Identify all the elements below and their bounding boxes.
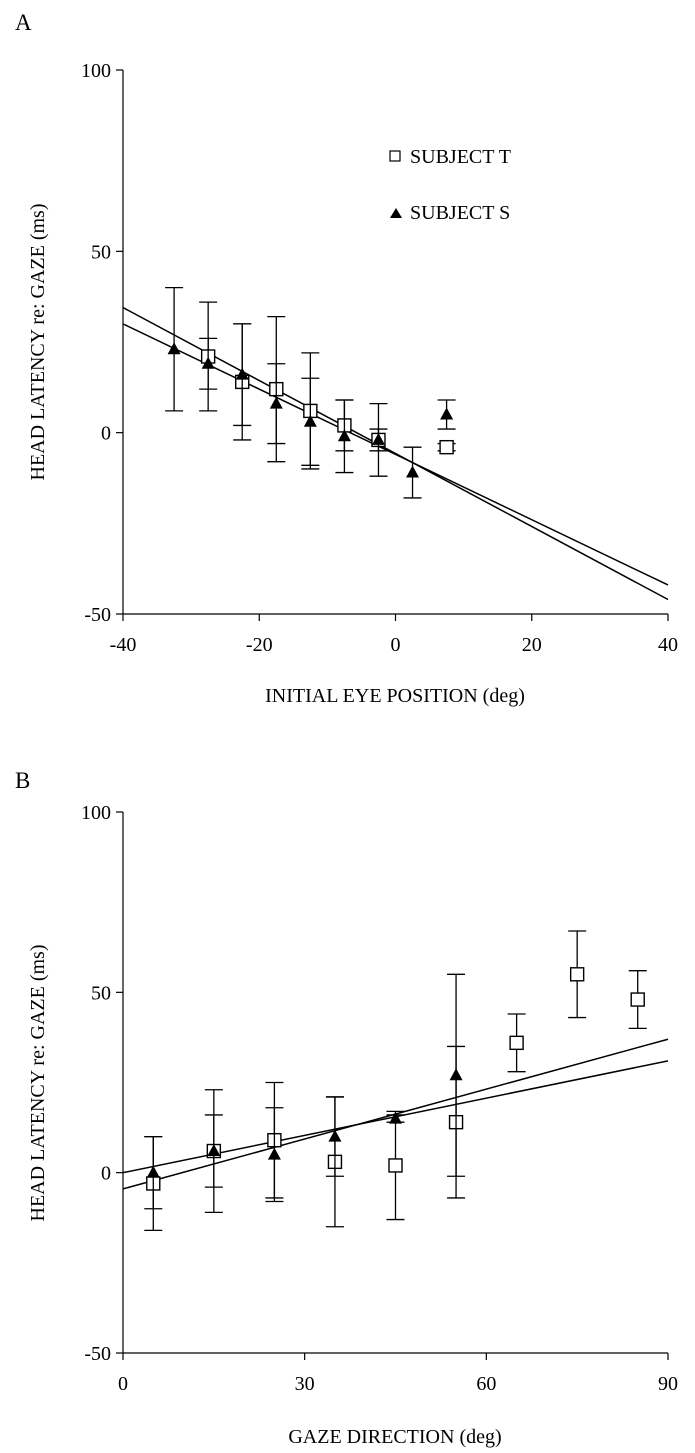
x-tick-label: 40	[658, 634, 678, 656]
legend-label-subject-t: SUBJECT T	[410, 146, 511, 168]
y-tick-label: 50	[91, 241, 111, 263]
data-point-subject-t	[509, 1035, 524, 1051]
panel-label: A	[15, 10, 32, 35]
x-tick-label: 30	[295, 1373, 315, 1395]
data-point-subject-s	[167, 342, 181, 355]
x-tick-label: 0	[118, 1373, 128, 1395]
y-tick-label: 0	[101, 1163, 111, 1185]
data-point-subject-t	[439, 439, 454, 455]
data-point-subject-s	[449, 1068, 463, 1081]
data-point-subject-s	[440, 407, 454, 420]
data-point-subject-s	[235, 367, 249, 380]
x-tick-label: 60	[476, 1373, 496, 1395]
legend-marker-subject-s	[390, 208, 402, 218]
data-point-subject-s	[146, 1165, 160, 1178]
legend-label-subject-s: SUBJECT S	[410, 202, 510, 224]
y-tick-label: 50	[91, 982, 111, 1004]
y-tick-label: 100	[81, 802, 111, 824]
data-point-subject-s	[207, 1144, 221, 1157]
x-axis-label: GAZE DIRECTION (deg)	[288, 1426, 501, 1448]
data-point-subject-s	[328, 1129, 342, 1142]
y-ticks: -50 0 50 100	[81, 60, 123, 626]
panel-b: B -50 0 50 100 0 30 60 90 GAZE DIRECTION (deg)…	[15, 768, 678, 1448]
data-point-subject-s	[406, 465, 420, 478]
data-point-subject-t	[569, 967, 585, 982]
x-tick-label: -20	[246, 634, 273, 656]
y-tick-label: -50	[84, 604, 111, 626]
x-tick-label: 90	[658, 1373, 678, 1395]
y-tick-label: 0	[101, 423, 111, 445]
x-ticks: 0 30 60 90	[118, 1353, 678, 1395]
data-point-subject-s	[389, 1111, 402, 1124]
data-marks	[144, 930, 647, 1232]
x-axis-label: INITIAL EYE POSITION (deg)	[265, 685, 525, 707]
data-point-subject-s	[201, 356, 215, 369]
data-point-subject-s	[303, 414, 317, 427]
y-axis-label: HEAD LATENCY re: GAZE (ms)	[27, 204, 49, 481]
x-tick-label: -40	[110, 634, 137, 656]
x-tick-label: 0	[391, 634, 401, 656]
y-ticks: -50 0 50 100	[81, 802, 123, 1365]
legend: SUBJECT T SUBJECT S	[389, 146, 511, 224]
data-point-subject-s	[337, 429, 351, 442]
data-point-subject-t	[388, 1158, 403, 1173]
data-point-subject-s	[269, 396, 283, 409]
data-point-subject-s	[371, 432, 385, 445]
x-tick-label: 20	[522, 634, 542, 656]
y-tick-label: -50	[84, 1343, 111, 1365]
data-point-subject-t	[630, 992, 645, 1007]
data-marks	[165, 286, 456, 499]
legend-marker-subject-t	[389, 150, 401, 162]
panel-label: B	[15, 768, 30, 793]
y-tick-label: 100	[81, 60, 111, 82]
y-axis-label: HEAD LATENCY re: GAZE (ms)	[27, 945, 49, 1222]
panel-a: A -50 0 50 100 -40 -20 0 20 40 INITIAL EYE POSI…	[15, 10, 678, 707]
x-ticks: -40 -20 0 20 40	[110, 614, 678, 656]
data-point-subject-s	[267, 1147, 281, 1160]
